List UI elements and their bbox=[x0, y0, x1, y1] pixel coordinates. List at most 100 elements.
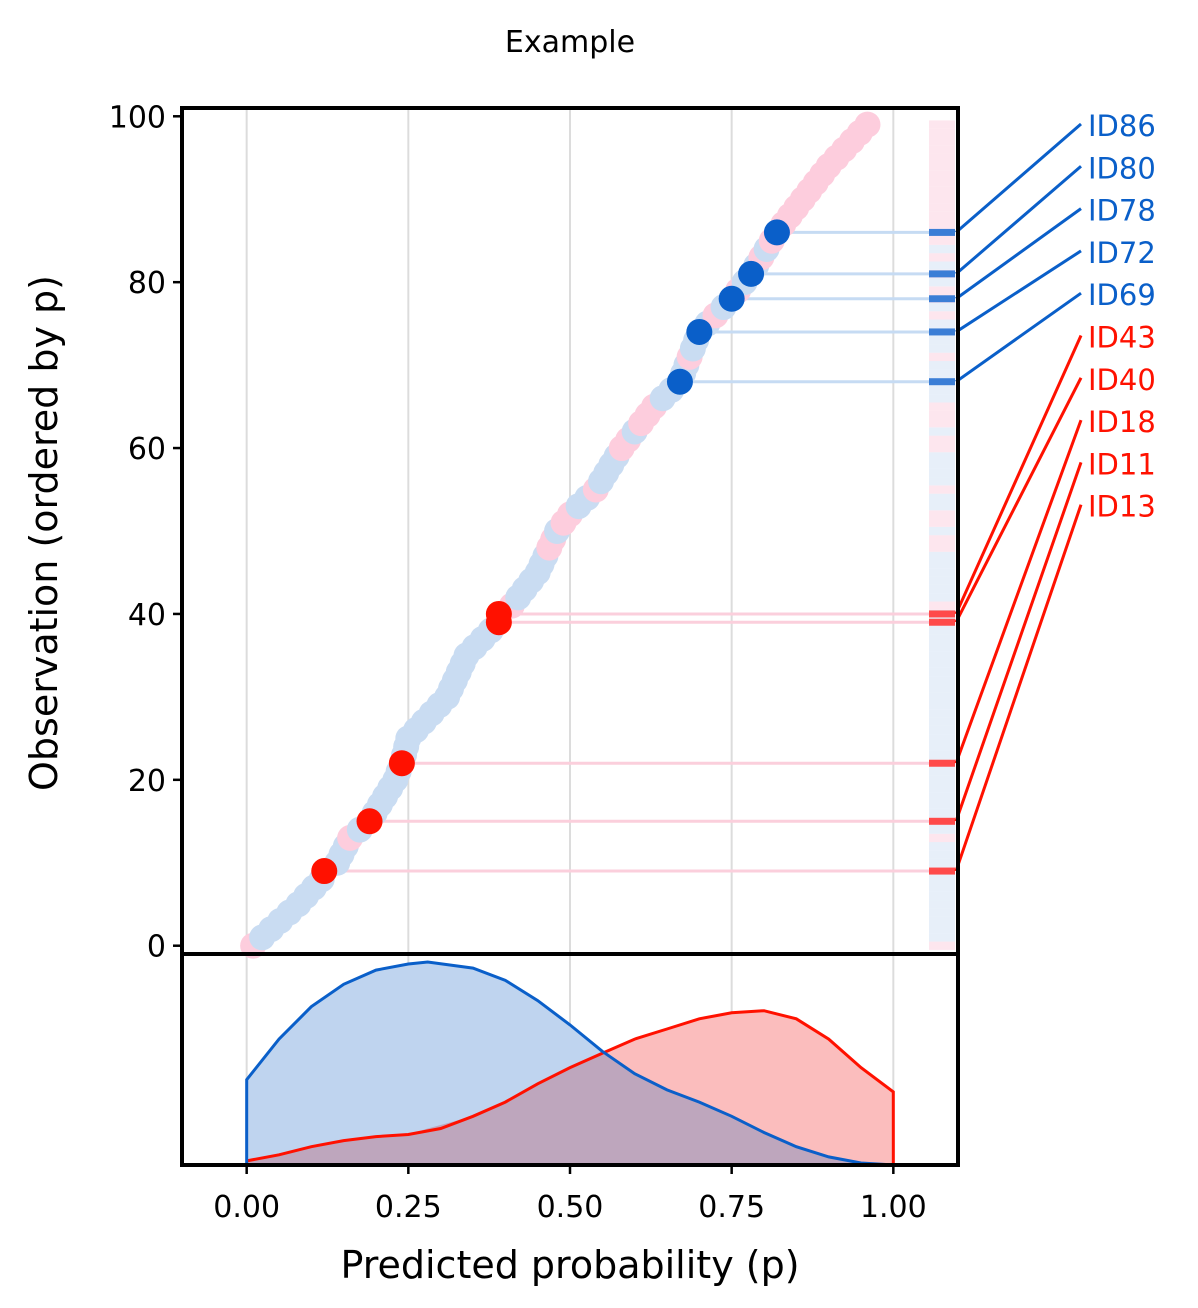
strip-cell bbox=[929, 493, 955, 503]
density-area-overlap bbox=[246, 1053, 894, 1165]
strip-cell bbox=[929, 195, 955, 204]
label-ID69: ID69 bbox=[1088, 278, 1156, 312]
label-ID72: ID72 bbox=[1088, 236, 1156, 270]
strip-cell bbox=[929, 452, 955, 461]
highlight-point-ID69 bbox=[666, 368, 693, 395]
y-tick-label-3: 60 bbox=[128, 432, 166, 467]
label-line-ID86 bbox=[955, 122, 1082, 234]
x-tick-label-3: 0.75 bbox=[698, 1190, 765, 1225]
strip-cell bbox=[929, 510, 955, 519]
strip-cell bbox=[929, 767, 955, 776]
strip-cell bbox=[929, 750, 955, 760]
strip-cell bbox=[929, 551, 955, 561]
y-axis-label: Observation (ordered by p) bbox=[22, 275, 66, 791]
strip-cell bbox=[929, 311, 955, 320]
highlight-point-ID40 bbox=[485, 609, 512, 636]
strip-cell bbox=[929, 916, 955, 926]
data-point bbox=[854, 111, 881, 138]
strip-cell bbox=[929, 369, 955, 378]
strip-cell bbox=[929, 651, 955, 660]
highlight-connectors bbox=[324, 122, 1083, 875]
strip-cell bbox=[929, 543, 955, 552]
label-line-ID43 bbox=[954, 334, 1083, 615]
highlight-labels: ID86 ID80 ID78 ID72 ID69 ID43 ID40 ID18 ID11 ID13 bbox=[1088, 109, 1156, 524]
strip-cell bbox=[929, 418, 955, 428]
strip-mark-ID43 bbox=[929, 610, 955, 618]
y-tick-label-2: 40 bbox=[128, 598, 166, 633]
label-ID13: ID13 bbox=[1088, 490, 1156, 524]
strip-cell bbox=[929, 120, 955, 129]
strip-cell bbox=[929, 734, 955, 743]
strip-cell bbox=[929, 800, 955, 809]
strip-cell bbox=[929, 410, 955, 420]
strip-cell bbox=[929, 460, 955, 469]
strip-cell bbox=[929, 145, 955, 154]
strip-cell bbox=[929, 219, 955, 229]
highlight-point-ID13 bbox=[311, 858, 338, 885]
x-tick-label-0: 0.00 bbox=[213, 1190, 280, 1225]
rug-strip bbox=[929, 120, 955, 950]
strip-cell bbox=[929, 783, 955, 793]
strip-cell bbox=[929, 941, 955, 950]
x-tick-label-1: 0.25 bbox=[375, 1190, 442, 1225]
x-axis-label: Predicted probability (p) bbox=[340, 1243, 799, 1287]
strip-cell bbox=[929, 136, 955, 146]
strip-cell bbox=[929, 883, 955, 892]
highlight-point-ID11 bbox=[356, 808, 383, 835]
strip-cell bbox=[929, 933, 955, 942]
strip-cell bbox=[929, 153, 955, 162]
x-tick-label-4: 1.00 bbox=[860, 1190, 927, 1225]
strip-cell bbox=[929, 302, 955, 312]
strip-cell bbox=[929, 559, 955, 569]
strip-cell bbox=[929, 485, 955, 494]
strip-cell bbox=[929, 501, 955, 511]
y-tick-label-4: 80 bbox=[128, 266, 166, 301]
strip-mark-ID11 bbox=[929, 817, 955, 825]
strip-cell bbox=[929, 634, 955, 644]
label-line-ID13 bbox=[954, 504, 1083, 872]
highlight-point-ID72 bbox=[686, 318, 713, 345]
strip-mark-ID80 bbox=[929, 270, 955, 278]
strip-cell bbox=[929, 626, 955, 635]
strip-cell bbox=[929, 170, 955, 179]
strip-cell bbox=[929, 709, 955, 718]
strip-cell bbox=[929, 394, 955, 403]
highlight-point-ID18 bbox=[388, 750, 415, 777]
label-ID43: ID43 bbox=[1088, 321, 1156, 355]
strip-cell bbox=[929, 128, 955, 138]
strip-cell bbox=[929, 601, 955, 610]
strip-cell bbox=[929, 211, 955, 221]
strip-cell bbox=[929, 593, 955, 602]
label-line-ID40 bbox=[954, 377, 1083, 623]
strip-cell bbox=[929, 924, 955, 934]
strip-cell bbox=[929, 833, 955, 843]
chart-title: Example bbox=[505, 25, 635, 60]
strip-cell bbox=[929, 659, 955, 668]
label-ID40: ID40 bbox=[1088, 363, 1156, 397]
strip-cell bbox=[929, 908, 955, 917]
density-line-class0 bbox=[245, 960, 894, 1167]
strip-cell bbox=[929, 402, 955, 411]
label-line-ID69 bbox=[955, 291, 1082, 383]
strip-cell bbox=[929, 742, 955, 751]
strip-cell bbox=[929, 161, 955, 171]
strip-mark-ID78 bbox=[929, 295, 955, 303]
strip-cell bbox=[929, 244, 955, 254]
strip-cell bbox=[929, 841, 955, 851]
label-line-ID11 bbox=[954, 461, 1083, 822]
label-ID86: ID86 bbox=[1088, 109, 1156, 143]
scatter-points bbox=[240, 111, 881, 959]
strip-cell bbox=[929, 435, 955, 444]
density-plot bbox=[245, 960, 895, 1167]
density-line-class1 bbox=[246, 1009, 895, 1166]
strip-mark-ID69 bbox=[929, 378, 955, 386]
y-tick-label-0: 0 bbox=[147, 930, 166, 965]
strip-cell bbox=[929, 667, 955, 677]
label-line-ID72 bbox=[955, 249, 1082, 334]
strip-cell bbox=[929, 261, 955, 270]
strip-cell bbox=[929, 186, 955, 196]
strip-cell bbox=[929, 642, 955, 652]
strip-cell bbox=[929, 385, 955, 395]
strip-cell bbox=[929, 891, 955, 901]
